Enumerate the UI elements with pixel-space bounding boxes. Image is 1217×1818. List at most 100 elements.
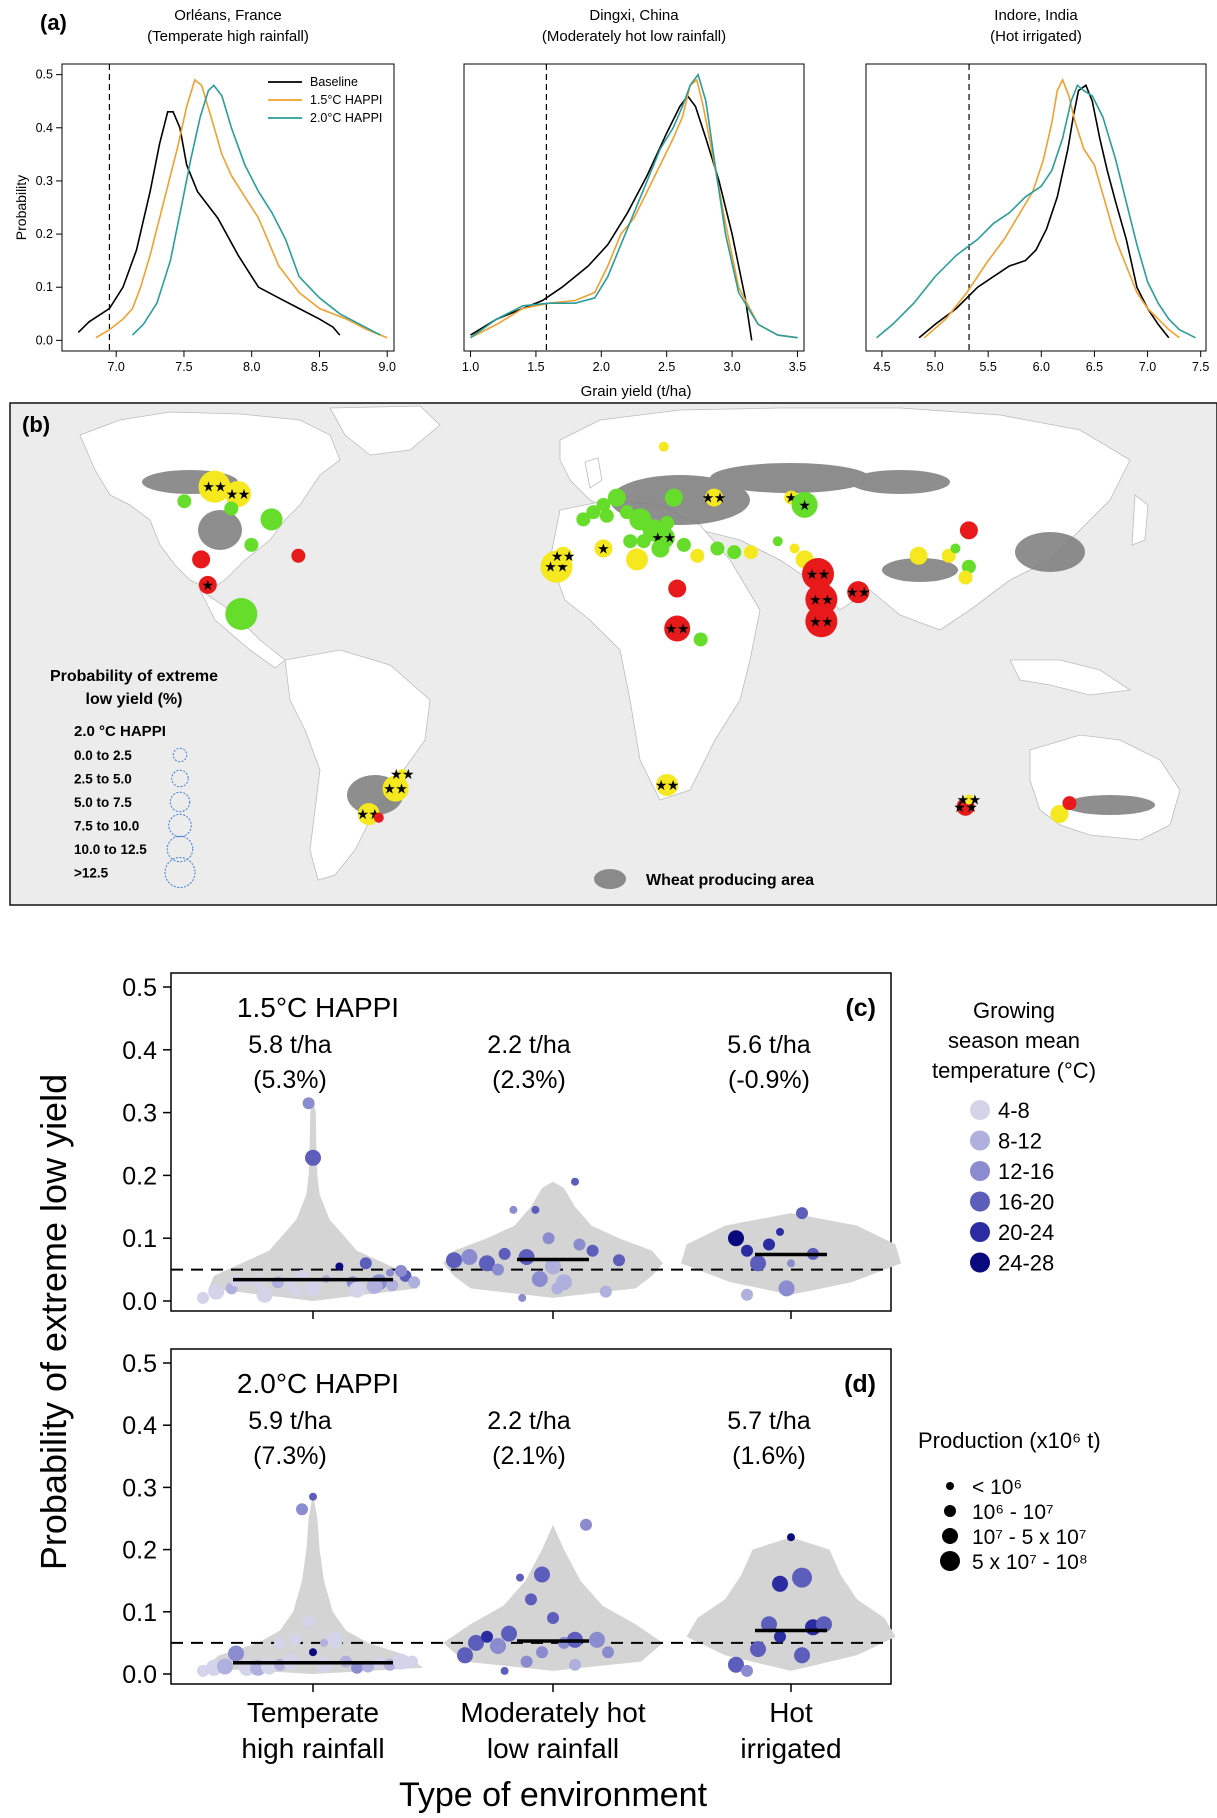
data-point [613, 1254, 625, 1267]
size-class-circle [166, 835, 194, 863]
subplot-subtitle: (Moderately hot low rainfall) [542, 28, 726, 45]
indonesia [1009, 659, 1132, 696]
star-marker: ★ [214, 479, 227, 495]
site-marker [260, 508, 283, 531]
data-point [536, 1646, 548, 1659]
site-marker [373, 812, 384, 823]
x-tick-label: 8.0 [243, 360, 260, 374]
site-marker [291, 548, 306, 563]
site-marker [658, 441, 669, 452]
data-point [320, 1638, 328, 1647]
site-marker [664, 488, 683, 507]
data-point [531, 1205, 540, 1214]
star-marker: ★ [858, 584, 871, 600]
data-point [531, 1271, 548, 1287]
x-tick-label: 1.5 [527, 360, 544, 374]
data-point [446, 1252, 462, 1269]
star-marker: ★ [655, 777, 668, 793]
x-tick-label: 7.5 [175, 360, 192, 374]
star-marker: ★ [953, 799, 966, 815]
star-marker: ★ [846, 584, 859, 600]
data-point [366, 1277, 383, 1294]
data-point [327, 1631, 343, 1648]
data-point [349, 1281, 365, 1298]
cd-xlabel: Type of environment [399, 1776, 708, 1814]
color-legend-label: 12-16 [998, 1159, 1054, 1184]
site-marker [586, 505, 601, 520]
annotation-change: (1.6%) [732, 1442, 806, 1470]
star-marker: ★ [809, 613, 822, 629]
series-line [470, 78, 798, 339]
wheat-area-label: Wheat producing area [646, 872, 814, 889]
uk [584, 457, 603, 489]
legend-label: 1.5°C HAPPI [310, 93, 382, 107]
data-point [351, 1661, 363, 1674]
data-point [406, 1655, 418, 1668]
data-point [296, 1503, 308, 1516]
series-line [470, 94, 753, 341]
color-legend-swatch [970, 1252, 990, 1273]
site-marker [397, 769, 408, 780]
subplot-frame [61, 63, 395, 352]
category-label-line1: Hot [769, 1697, 813, 1728]
data-point [534, 1566, 550, 1583]
data-point [761, 1616, 777, 1633]
site-marker [198, 470, 231, 503]
data-point [274, 1636, 286, 1649]
data-point [386, 1279, 399, 1292]
panel-label: (c) [845, 994, 876, 1022]
data-point [302, 1097, 315, 1110]
legend-title-line2: low yield (%) [86, 691, 183, 708]
star-marker: ★ [563, 548, 576, 564]
y-tick-label: 0.5 [122, 974, 157, 1002]
panel-a-label: (a) [40, 10, 67, 35]
site-marker [676, 537, 691, 552]
annotation-yield: 5.8 t/ha [248, 1031, 331, 1059]
star-marker: ★ [226, 486, 239, 502]
data-point [335, 1262, 344, 1271]
x-tick-label: 5.5 [979, 360, 996, 374]
violin-panel-frame [170, 972, 892, 1312]
y-tick-label: 0.4 [122, 1037, 157, 1065]
subplot-subtitle: (Hot irrigated) [990, 28, 1082, 45]
annotation-change: (7.3%) [253, 1442, 327, 1470]
wheat-area-russia [710, 463, 870, 493]
annotation-change: (2.3%) [492, 1066, 566, 1094]
data-point [569, 1658, 581, 1671]
data-point [516, 1573, 524, 1582]
subplot-title: Indore, India [994, 7, 1078, 24]
site-marker [690, 548, 705, 563]
legend-label: Baseline [310, 75, 358, 89]
star-marker: ★ [238, 486, 251, 502]
site-marker [668, 579, 687, 598]
data-point [518, 1249, 535, 1265]
wheat-area-china [1015, 532, 1085, 572]
y-tick-label: 0.1 [122, 1599, 157, 1627]
x-tick-label: 8.5 [311, 360, 328, 374]
size-class-label: 2.5 to 5.0 [74, 772, 132, 787]
site-marker [607, 488, 626, 507]
site-marker [576, 512, 591, 527]
data-point [498, 1247, 511, 1260]
data-point [589, 1631, 605, 1648]
x-tick-label: 1.0 [462, 360, 479, 374]
star-marker: ★ [957, 792, 970, 808]
violin-panel-frame [170, 1348, 892, 1685]
data-point [228, 1645, 244, 1662]
color-legend-swatch [970, 1191, 990, 1212]
data-point [573, 1238, 586, 1251]
subplot-title: Dingxi, China [589, 7, 679, 24]
y-tick-label: 0.4 [122, 1412, 157, 1440]
star-marker: ★ [821, 591, 834, 607]
star-marker: ★ [390, 766, 403, 782]
star-marker: ★ [356, 806, 369, 822]
site-marker [382, 775, 409, 802]
data-point [490, 1638, 506, 1654]
data-point [728, 1656, 744, 1673]
series-line [918, 84, 1170, 339]
series-line [95, 78, 388, 339]
violin-shape [203, 1493, 423, 1674]
category-label-line1: Moderately hot [460, 1697, 645, 1728]
data-point [457, 1647, 473, 1664]
star-marker: ★ [806, 566, 819, 582]
